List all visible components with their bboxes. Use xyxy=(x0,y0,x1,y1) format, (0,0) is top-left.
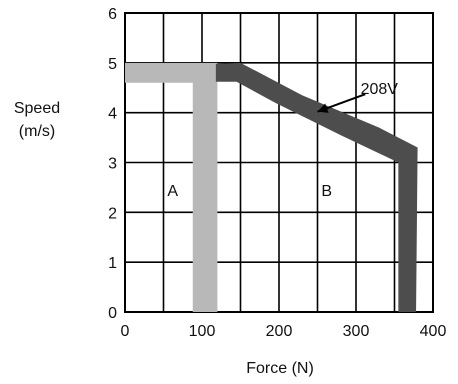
y-axis-label-line1: Speed xyxy=(14,100,60,117)
callout-arrow-head xyxy=(317,103,329,113)
y-tick-label: 4 xyxy=(108,106,117,123)
series-band-2 xyxy=(215,62,418,313)
x-tick-label: 400 xyxy=(420,323,447,340)
x-tick-label: 200 xyxy=(266,323,293,340)
y-tick-label: 0 xyxy=(108,305,117,322)
y-tick-label: 6 xyxy=(108,6,117,23)
x-axis-label: Force (N) xyxy=(246,360,314,377)
y-tick-label: 5 xyxy=(108,56,117,73)
tick-labels: 0 100 200 300 400 0 1 2 3 4 5 6 xyxy=(108,6,446,340)
region-label-b: B xyxy=(321,183,332,200)
y-tick-label: 2 xyxy=(108,205,117,222)
x-tick-label: 100 xyxy=(189,323,216,340)
y-tick-label: 1 xyxy=(108,255,117,272)
chart-series xyxy=(125,62,418,313)
region-label-a: A xyxy=(167,183,178,200)
plot-frame xyxy=(124,12,434,313)
series-callout-label: 208V xyxy=(361,81,399,98)
grid xyxy=(124,12,434,313)
y-axis-label-line2: (m/s) xyxy=(19,123,55,140)
y-tick-label: 3 xyxy=(108,156,117,173)
annotations: A B 208V xyxy=(167,81,398,200)
x-tick-label: 0 xyxy=(121,323,130,340)
x-tick-label: 300 xyxy=(343,323,370,340)
series-band-1 xyxy=(125,62,218,313)
